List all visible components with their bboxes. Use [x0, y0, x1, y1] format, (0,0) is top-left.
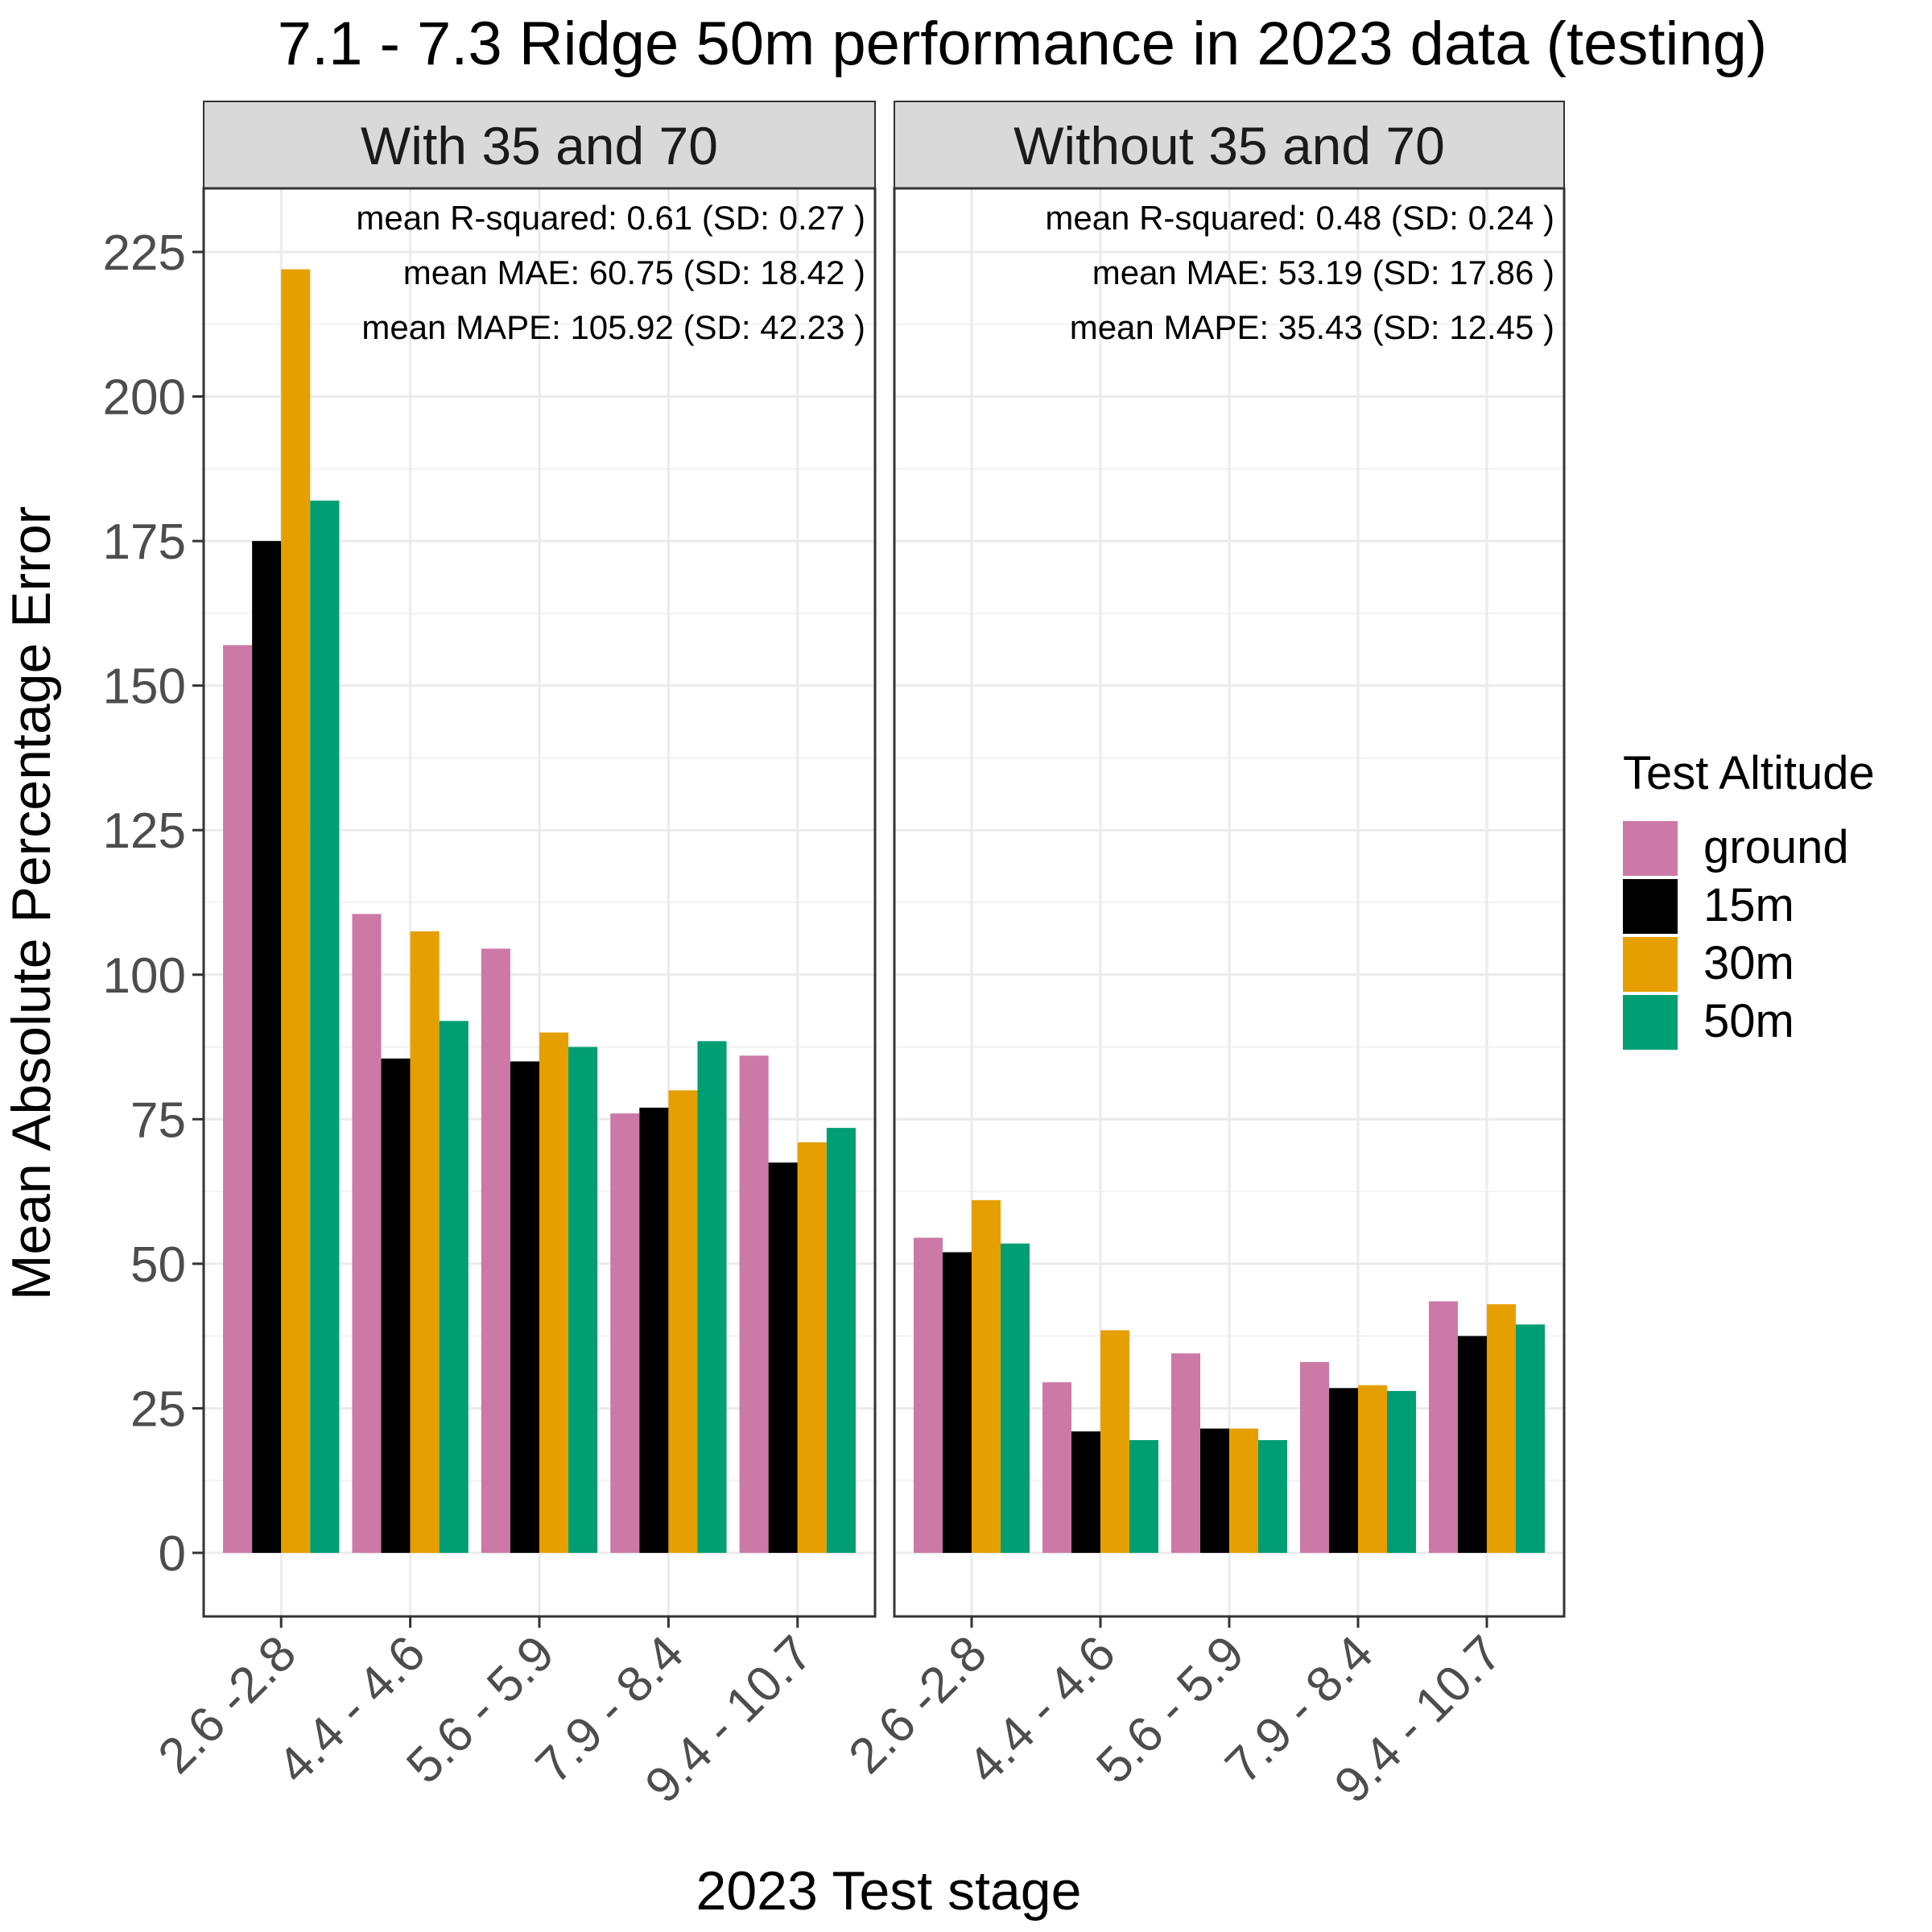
panel-2: Without 35 and 702.6 -2.84.4 - 4.65.6 - … — [838, 101, 1566, 1814]
y-tick-label: 175 — [103, 514, 186, 570]
bar-30m-2 — [1100, 1330, 1129, 1553]
panel-border — [202, 187, 877, 1618]
bar-15m-4 — [639, 1107, 669, 1553]
bar-15m-5 — [1458, 1335, 1487, 1553]
bar-ground-5 — [1429, 1301, 1458, 1553]
bar-ground-1 — [914, 1237, 943, 1553]
bar-50m-2 — [439, 1021, 469, 1553]
legend-label-50m: 50m — [1703, 995, 1794, 1047]
bar-15m-1 — [252, 541, 282, 1553]
bar-50m-3 — [1258, 1439, 1287, 1553]
y-tick-label: 50 — [130, 1237, 186, 1293]
bar-50m-4 — [1387, 1390, 1416, 1553]
bar-ground-2 — [352, 914, 382, 1553]
bar-50m-1 — [1001, 1243, 1030, 1553]
bar-ground-3 — [1171, 1353, 1200, 1553]
bar-ground-3 — [481, 948, 510, 1553]
y-tick-label: 225 — [103, 225, 186, 281]
bar-15m-1 — [943, 1252, 972, 1553]
bar-ground-5 — [739, 1055, 769, 1553]
legend-swatch-30m — [1623, 937, 1678, 992]
bar-30m-4 — [668, 1090, 698, 1553]
y-tick-label: 200 — [103, 370, 186, 426]
bar-30m-2 — [410, 931, 440, 1553]
bar-50m-5 — [1516, 1324, 1545, 1553]
bar-30m-5 — [797, 1142, 827, 1553]
bar-50m-3 — [568, 1046, 598, 1553]
panel-1: With 35 and 702.6 -2.84.4 - 4.65.6 - 5.9… — [148, 101, 877, 1814]
legend-swatch-15m — [1623, 879, 1678, 934]
legend-swatch-ground — [1623, 821, 1678, 876]
y-axis: 0 25 50 75 100 125 150 175 200 225 — [103, 225, 204, 1582]
legend-label-ground: ground — [1703, 821, 1849, 873]
x-axis-label: 2023 Test stage — [696, 1860, 1082, 1922]
y-tick-label: 100 — [103, 948, 186, 1004]
bar-15m-5 — [768, 1162, 798, 1553]
panel-annotation: mean R-squared: 0.61 (SD: 0.27 ) — [356, 199, 865, 237]
y-axis-label: Mean Absolute Percentage Error — [1, 506, 62, 1301]
bar-15m-3 — [1200, 1428, 1229, 1553]
y-tick-label: 0 — [159, 1526, 186, 1582]
panel-strip-title: With 35 and 70 — [361, 116, 718, 175]
y-tick-label: 125 — [103, 803, 186, 859]
y-tick-label: 150 — [103, 659, 186, 715]
bar-50m-4 — [697, 1041, 727, 1553]
panel-strip — [203, 101, 876, 189]
bar-50m-5 — [826, 1128, 856, 1553]
legend-label-30m: 30m — [1703, 937, 1794, 989]
bar-30m-4 — [1358, 1385, 1387, 1553]
panel-annotation: mean MAPE: 35.43 (SD: 12.45 ) — [1070, 308, 1554, 346]
panel-annotation: mean MAPE: 105.92 (SD: 42.23 ) — [361, 308, 865, 346]
legend-swatch-50m — [1623, 995, 1678, 1050]
panel-annotation: mean MAE: 53.19 (SD: 17.86 ) — [1092, 254, 1554, 291]
bar-15m-2 — [1071, 1431, 1100, 1553]
bar-15m-3 — [510, 1061, 539, 1553]
panel-strip-title: Without 35 and 70 — [1013, 116, 1445, 175]
bar-30m-3 — [1229, 1428, 1258, 1553]
bar-30m-1 — [972, 1199, 1001, 1553]
panel-border — [893, 187, 1566, 1618]
panel-annotation: mean R-squared: 0.48 (SD: 0.24 ) — [1045, 199, 1554, 237]
legend: Test Altitude ground 15m 30m 50m — [1623, 747, 1875, 1050]
chart-title: 7.1 - 7.3 Ridge 50m performance in 2023 … — [278, 10, 1767, 78]
y-tick-label: 75 — [130, 1092, 186, 1148]
legend-title: Test Altitude — [1623, 747, 1875, 799]
bar-ground-2 — [1042, 1382, 1071, 1553]
bar-30m-1 — [281, 269, 311, 1553]
bar-30m-5 — [1487, 1304, 1516, 1553]
bar-50m-1 — [310, 500, 340, 1553]
bar-15m-2 — [381, 1058, 411, 1553]
bar-ground-4 — [1300, 1361, 1329, 1553]
panel-strip — [894, 101, 1565, 189]
bar-ground-4 — [610, 1113, 640, 1553]
y-tick-label: 25 — [130, 1381, 186, 1437]
bar-ground-1 — [223, 645, 253, 1553]
panel-annotation: mean MAE: 60.75 (SD: 18.42 ) — [403, 254, 865, 291]
bar-30m-3 — [539, 1032, 569, 1553]
panels-layer: With 35 and 702.6 -2.84.4 - 4.65.6 - 5.9… — [148, 101, 1566, 1814]
legend-label-15m: 15m — [1703, 879, 1794, 931]
bar-50m-2 — [1129, 1439, 1158, 1553]
bar-15m-4 — [1329, 1388, 1358, 1553]
